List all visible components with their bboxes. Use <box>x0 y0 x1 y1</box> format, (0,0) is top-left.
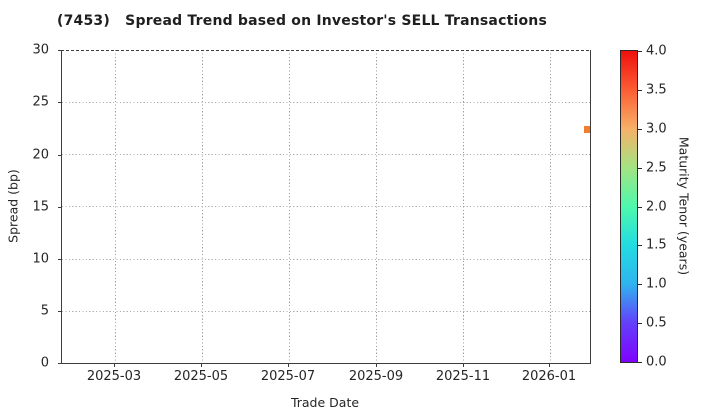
plot-top-spine <box>61 50 591 51</box>
gridline <box>463 50 464 363</box>
y-axis-label: Spread (bp) <box>5 169 21 243</box>
colorbar-tick-label: 1.5 <box>646 237 667 253</box>
gridline <box>62 102 590 103</box>
gridline <box>62 154 590 155</box>
gridline <box>115 50 116 363</box>
colorbar-tick-mark <box>638 129 642 130</box>
x-tick-mark <box>549 364 550 367</box>
gridline <box>62 206 590 207</box>
y-tick-mark <box>58 259 61 260</box>
colorbar-tick-label: 0.0 <box>646 354 667 370</box>
y-tick-mark <box>58 102 61 103</box>
y-tick-mark <box>58 311 61 312</box>
x-tick-label: 2025-11 <box>435 369 491 384</box>
y-tick-mark <box>58 363 61 364</box>
colorbar-tick-mark <box>638 90 642 91</box>
colorbar-tick-mark <box>638 168 642 169</box>
y-tick-label: 5 <box>40 303 49 319</box>
colorbar-tick-label: 2.5 <box>646 160 667 176</box>
y-tick-label: 20 <box>32 147 49 163</box>
y-tick-mark <box>58 50 61 51</box>
x-axis-label: Trade Date <box>290 395 360 410</box>
colorbar-tick-mark <box>638 284 642 285</box>
x-tick-mark <box>463 364 464 367</box>
chart-title: (7453) Spread Trend based on Investor's … <box>57 13 547 29</box>
colorbar-label: Maturity Tenor (years) <box>676 136 692 276</box>
scatter-point <box>584 126 590 133</box>
colorbar-tick-mark <box>638 323 642 324</box>
x-tick-mark <box>114 364 115 367</box>
colorbar-tick-label: 3.5 <box>646 82 667 98</box>
colorbar-tick-mark <box>638 207 642 208</box>
plot-area <box>61 50 591 364</box>
x-tick-label: 2025-03 <box>86 369 142 384</box>
colorbar-tick-mark <box>638 51 642 52</box>
y-tick-label: 30 <box>32 42 49 58</box>
y-tick-label: 0 <box>40 355 49 371</box>
gridline <box>202 50 203 363</box>
gridline <box>376 50 377 363</box>
x-tick-label: 2025-07 <box>260 369 316 384</box>
x-tick-label: 2025-09 <box>348 369 404 384</box>
y-tick-label: 15 <box>32 199 49 215</box>
gridline <box>62 311 590 312</box>
x-tick-mark <box>376 364 377 367</box>
x-tick-mark <box>288 364 289 367</box>
colorbar-tick-label: 0.5 <box>646 315 667 331</box>
y-tick-label: 25 <box>32 94 49 110</box>
colorbar-tick-mark <box>638 245 642 246</box>
colorbar-gradient <box>620 50 638 363</box>
y-tick-mark <box>58 155 61 156</box>
x-tick-label: 2026-01 <box>521 369 577 384</box>
colorbar-tick-mark <box>638 362 642 363</box>
x-tick-mark <box>201 364 202 367</box>
gridline <box>62 259 590 260</box>
gridline <box>289 50 290 363</box>
y-tick-mark <box>58 207 61 208</box>
colorbar-tick-label: 1.0 <box>646 276 667 292</box>
y-tick-label: 10 <box>32 251 49 267</box>
gridline <box>550 50 551 363</box>
colorbar-tick-label: 3.0 <box>646 121 667 137</box>
x-tick-label: 2025-05 <box>173 369 229 384</box>
colorbar-tick-label: 2.0 <box>646 199 667 215</box>
colorbar-tick-label: 4.0 <box>646 43 667 59</box>
